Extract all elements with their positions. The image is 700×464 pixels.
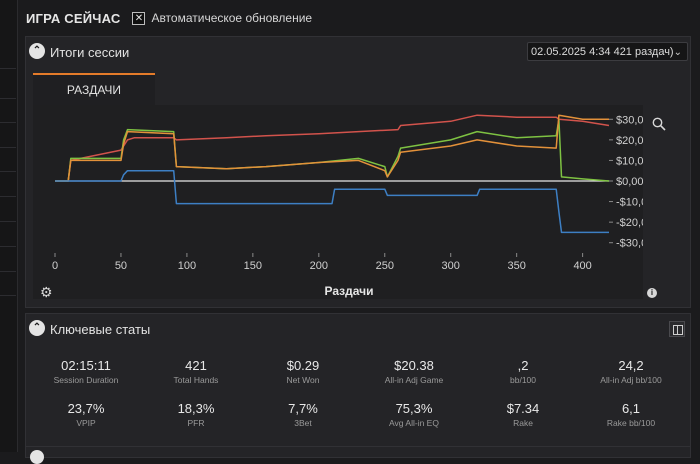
rail-divider — [0, 295, 16, 296]
stat-value: 02:15:11 — [61, 358, 111, 373]
tab-hands[interactable]: РАЗДАЧИ — [33, 73, 155, 105]
x-tick-label: 200 — [310, 260, 328, 272]
stat-label: Rake bb/100 — [606, 418, 656, 428]
stat-3bet: 7,7% 3Bet — [248, 401, 358, 428]
key-stats-panel: ⌃ Ключевые статы 02:15:11 Session Durati… — [25, 313, 691, 447]
stat-value: 18,3% — [177, 401, 215, 416]
rail-divider — [0, 122, 16, 123]
stat-rake-bb100: 6,1 Rake bb/100 — [576, 401, 686, 428]
session-select-value: 02.05.2025 4:34 421 раздач) — [531, 46, 674, 58]
winnings-chart-svg: 0 50 100 150 200 250 300 350 400 $30,00 $20,00 $10,… — [52, 114, 695, 298]
x-axis-label: Раздачи — [325, 284, 374, 298]
collapse-next-button[interactable] — [30, 450, 44, 464]
stat-rake: $7.34 Rake — [468, 401, 578, 428]
stat-label: 3Bet — [294, 418, 312, 428]
zoom-icon[interactable] — [652, 117, 666, 134]
x-tick-label: 50 — [115, 260, 127, 272]
rail-divider — [0, 246, 16, 247]
winnings-chart: 0 50 100 150 200 250 300 350 400 $30,00 $20,00 $10,… — [33, 105, 695, 299]
auto-update-label[interactable]: Автоматическое обновление — [151, 11, 313, 25]
rail-divider — [0, 98, 16, 99]
stat-session-duration: 02:15:11 Session Duration — [31, 358, 141, 385]
stat-pfr: 18,3% PFR — [141, 401, 251, 428]
stat-label: VPIP — [76, 418, 96, 428]
x-tick-label: 350 — [507, 260, 525, 272]
gear-icon[interactable]: ⚙ — [40, 284, 53, 300]
stat-value: 24,2 — [618, 358, 644, 373]
page-title: ИГРА СЕЙЧАС — [26, 10, 121, 26]
layout-toggle-icon[interactable] — [669, 321, 685, 337]
stat-label: PFR — [187, 418, 205, 428]
stat-label: Rake — [513, 418, 533, 428]
x-tick-label: 150 — [244, 260, 262, 272]
series-line-2 — [55, 118, 610, 182]
stat-label: bb/100 — [510, 375, 536, 385]
stat-label: Avg All-in EQ — [389, 418, 439, 428]
rail-divider — [0, 68, 16, 69]
stat-value: $7.34 — [506, 401, 540, 416]
x-tick-label: 300 — [442, 260, 460, 272]
stat-label: Total Hands — [173, 375, 219, 385]
x-tick-label: 250 — [376, 260, 394, 272]
stat-value: 7,7% — [288, 401, 318, 416]
info-icon[interactable]: i — [647, 288, 657, 298]
rail-divider — [0, 221, 16, 222]
stat-allin-adj-bb100: 24,2 All-in Adj bb/100 — [576, 358, 686, 385]
session-select[interactable]: 02.05.2025 4:34 421 раздач) ⌄ — [527, 42, 688, 61]
chevron-down-icon: ⌄ — [673, 47, 682, 58]
stat-label: All-in Adj Game — [384, 375, 444, 385]
top-bar: ИГРА СЕЙЧАС ✕ Автоматическое обновление — [17, 0, 700, 36]
y-tick-label: $30,00 — [616, 114, 643, 126]
key-stats-title: Ключевые статы — [50, 322, 151, 337]
stat-total-hands: 421 Total Hands — [141, 358, 251, 385]
y-tick-label: -$20,00 — [616, 217, 643, 229]
series-line-3 — [55, 114, 609, 182]
y-tick-label: $20,00 — [616, 135, 643, 147]
stat-net-won: $0.29 Net Won — [248, 358, 358, 385]
stat-avg-allin-eq: 75,3% Avg All-in EQ — [359, 401, 469, 428]
stat-label: Session Duration — [53, 375, 119, 385]
y-tick-label: -$10,00 — [616, 197, 643, 209]
stat-value: ,2 — [517, 358, 529, 373]
session-summary-title: Итоги сессии — [50, 45, 130, 60]
stat-value: 75,3% — [395, 401, 433, 416]
next-panel-stub — [25, 446, 691, 464]
session-summary-header: ⌃ Итоги сессии 02.05.2025 4:34 421 разда… — [26, 37, 690, 67]
y-tick-label: -$30,00 — [616, 238, 643, 250]
rail-divider — [0, 171, 16, 172]
collapse-stats-button[interactable]: ⌃ — [29, 320, 45, 336]
x-tick-label: 0 — [52, 260, 58, 272]
auto-update-checkbox[interactable]: ✕ — [132, 11, 146, 25]
y-tick-label: $10,00 — [616, 155, 643, 167]
y-tick-label: $0,00 — [616, 176, 643, 188]
stat-allin-adj-game: $20.38 All-in Adj Game — [359, 358, 469, 385]
stat-value: 23,7% — [67, 401, 105, 416]
stat-value: $20.38 — [394, 358, 434, 373]
stat-value: 6,1 — [621, 401, 641, 416]
left-rail — [0, 0, 18, 452]
stat-label: Net Won — [286, 375, 320, 385]
collapse-session-button[interactable]: ⌃ — [29, 43, 45, 59]
rail-divider — [0, 196, 16, 197]
stat-label: All-in Adj bb/100 — [600, 375, 662, 385]
stat-bb100: ,2 bb/100 — [468, 358, 578, 385]
stat-vpip: 23,7% VPIP — [31, 401, 141, 428]
key-stats-header: ⌃ Ключевые статы — [26, 314, 690, 344]
x-tick-label: 400 — [573, 260, 591, 272]
x-tick-label: 100 — [178, 260, 196, 272]
series-line-4 — [55, 169, 609, 234]
rail-divider — [0, 271, 16, 272]
stat-value: 421 — [185, 358, 207, 373]
session-summary-panel: ⌃ Итоги сессии 02.05.2025 4:34 421 разда… — [25, 36, 695, 308]
stat-value: $0.29 — [286, 358, 320, 373]
rail-divider — [0, 147, 16, 148]
